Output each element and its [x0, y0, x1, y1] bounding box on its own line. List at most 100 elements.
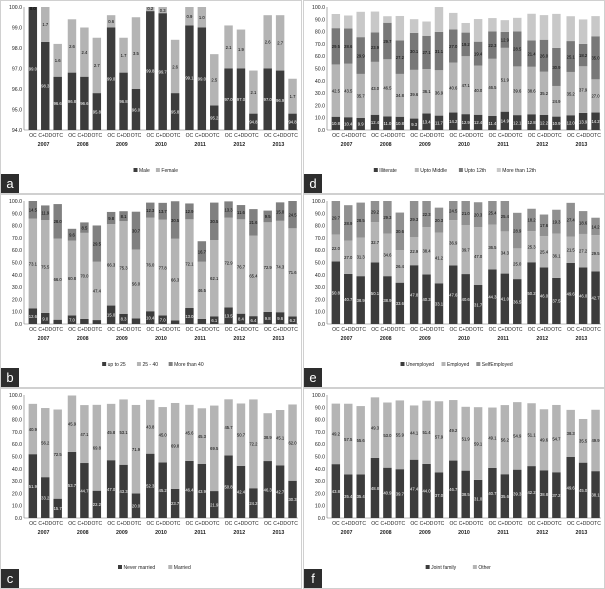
data-label: 29.5: [93, 241, 102, 246]
y-tick-label: 0.0: [318, 516, 325, 522]
group-tick-label: OC: [147, 327, 155, 333]
bar-segment-married: [146, 399, 155, 454]
bar-segment-female: [185, 7, 194, 26]
data-label: 55.6: [357, 438, 366, 443]
bar-segment-other: [449, 400, 458, 461]
data-label: 22.2: [93, 502, 102, 507]
data-label: 24.9: [552, 99, 561, 104]
bar-segment-illiterate: [566, 115, 575, 130]
bar-segment-joint-family: [578, 462, 588, 518]
year-tick-label: 2009: [419, 336, 431, 342]
bar-segment-illiterate: [344, 117, 353, 130]
bar-segment-25-40: [53, 238, 62, 320]
year-tick-label: 2013: [273, 142, 285, 148]
data-label: 8.3: [121, 317, 127, 322]
data-label: 12.9: [462, 120, 471, 125]
data-label: 23.7: [171, 501, 180, 506]
data-label: 14.2: [591, 224, 600, 229]
bar-segment-illiterate: [395, 116, 405, 130]
group-tick-label: C+DD: [341, 521, 355, 527]
data-label: 12.4: [474, 120, 483, 125]
bar-segment-other: [461, 406, 470, 471]
legend-label: Joint family: [431, 565, 457, 571]
data-label: 45.0: [579, 488, 588, 493]
data-label: 8.5: [81, 225, 87, 230]
group-tick-label: OTC: [473, 327, 484, 333]
y-tick-label: 10.0: [315, 504, 325, 510]
y-tick-label: 80.0: [315, 418, 325, 424]
data-label: 35.5: [579, 439, 588, 444]
bar-segment-never-married: [210, 491, 219, 518]
data-label: 49.9: [591, 438, 600, 443]
data-label: 12.1: [513, 120, 522, 125]
bar-segment-male: [249, 113, 258, 130]
bar-segment-other: [370, 397, 380, 458]
bar-segment-up-to-25: [106, 305, 116, 324]
bar-segment-25-40: [67, 240, 77, 316]
group-tick-label: OTC: [590, 521, 601, 527]
data-label: 1.6: [55, 58, 61, 63]
year-tick-label: 2008: [77, 336, 89, 342]
panel-label-box: [304, 368, 322, 387]
bar-segment-25-40: [80, 232, 89, 319]
bar-segment-female: [92, 37, 102, 94]
data-label: 43.8: [146, 425, 155, 430]
panel-label-box: [1, 174, 19, 193]
legend-label: SelfEmployed: [482, 362, 513, 368]
group-tick-label: OC: [147, 133, 155, 139]
bar-segment-more-than-12th: [434, 7, 444, 32]
data-label: 22.0: [332, 246, 341, 251]
bar-segment-never-married: [80, 463, 89, 518]
y-tick-label: 95.0: [12, 108, 22, 114]
y-tick-label: 10.0: [12, 504, 22, 510]
bar-segment-female: [236, 29, 246, 69]
data-label: 49.6: [540, 438, 549, 443]
y-tick-label: 50.0: [315, 455, 325, 461]
data-label: 13.7: [159, 209, 168, 214]
data-label: 28.9: [344, 221, 353, 226]
group-tick-label: OTC: [92, 521, 103, 527]
bar-segment-never-married: [67, 451, 77, 518]
bar-segment-male: [67, 72, 77, 130]
bar-segment-employed: [356, 237, 365, 277]
year-tick-label: 2013: [576, 142, 588, 148]
data-label: 12.9: [501, 38, 510, 43]
bar-segment-unemployed: [473, 285, 483, 324]
bar-segment-female: [263, 15, 272, 69]
data-label: 35.2: [567, 91, 576, 96]
data-label: 13.5: [224, 313, 233, 318]
group-tick-label: C+DD: [156, 327, 170, 333]
bar-segment-upto-middle: [566, 71, 575, 116]
data-label: 33.6: [396, 301, 405, 306]
bar-segment-25-40: [263, 222, 272, 312]
data-label: 34.8: [396, 93, 405, 98]
data-label: 18.2: [579, 53, 588, 58]
group-tick-label: OC: [68, 327, 76, 333]
year-tick-label: 2009: [419, 530, 431, 536]
legend-swatch: [133, 168, 138, 172]
data-label: 54.7: [552, 436, 561, 441]
bar-segment-male: [197, 27, 207, 130]
data-label: 69.8: [171, 444, 180, 449]
data-label: 38.9: [383, 298, 392, 303]
bar-segment-employed: [434, 232, 444, 284]
data-label: 38.1: [591, 492, 600, 497]
group-tick-label: OC: [264, 521, 272, 527]
bar-segment-more-than-12th: [331, 14, 341, 29]
y-tick-label: 96.0: [12, 87, 22, 93]
group-tick-label: OTC: [355, 327, 366, 333]
group-tick-label: OTC: [209, 133, 220, 139]
group-tick-label: C+DD: [498, 521, 512, 527]
data-label: 9.8: [265, 316, 271, 321]
bar-segment-more-than-12th: [513, 17, 522, 32]
year-tick-label: 2012: [536, 530, 548, 536]
group-tick-label: C+DD: [576, 521, 590, 527]
data-label: 96.8: [68, 99, 77, 104]
bar-segment-never-married: [28, 454, 38, 518]
data-label: 45.6: [185, 431, 194, 436]
data-label: 43.9: [198, 489, 207, 494]
bar-segment-selfemployed: [500, 201, 510, 232]
data-label: 29.9: [357, 53, 366, 58]
bar-segment-more-than-40: [170, 201, 180, 239]
group-tick-label: OTC: [52, 133, 63, 139]
